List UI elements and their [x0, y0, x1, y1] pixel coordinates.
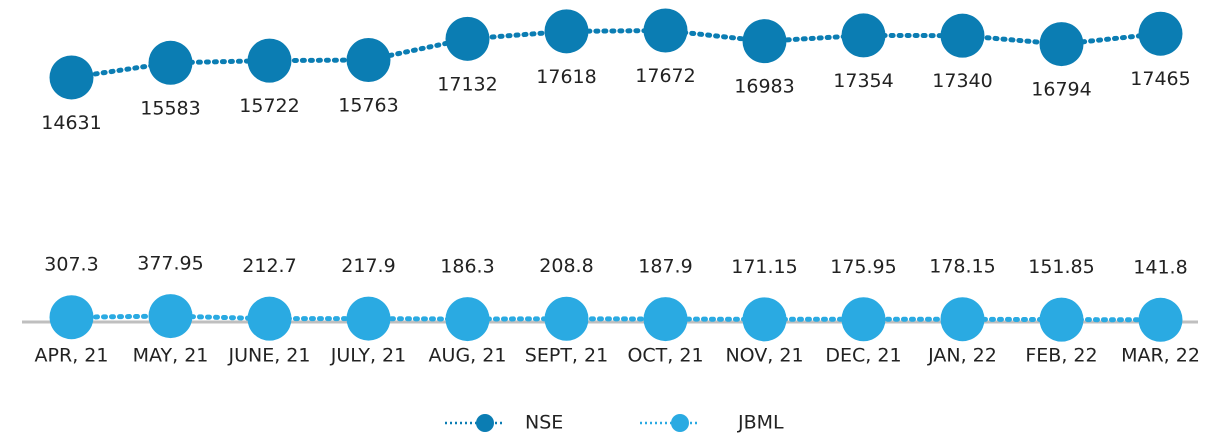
legend-marker: [671, 414, 689, 432]
point: [49, 55, 94, 100]
data-label: 14631: [41, 112, 101, 134]
x-tick-label: MAR, 22: [1121, 345, 1200, 367]
x-tick-label: MAY, 21: [133, 345, 209, 367]
x-tick-label: APR, 21: [35, 345, 109, 367]
point: [445, 297, 490, 342]
point: [445, 16, 490, 61]
point: [643, 8, 688, 53]
point: [1039, 297, 1084, 342]
x-tick-label: AUG, 21: [429, 345, 507, 367]
data-label: 16983: [734, 76, 794, 98]
point: [940, 13, 985, 58]
x-tick-label: DEC, 21: [825, 345, 901, 367]
point: [742, 19, 787, 64]
x-tick-label: JUNE, 21: [228, 345, 311, 367]
data-label: 17618: [536, 66, 596, 88]
x-tick-label: JAN, 22: [927, 345, 997, 367]
data-label: 17340: [932, 70, 992, 92]
x-tick-label: JULY, 21: [330, 345, 406, 367]
data-label: 17672: [635, 65, 695, 87]
data-label: 175.95: [830, 256, 896, 278]
data-label: 16794: [1031, 79, 1091, 101]
x-tick-label: OCT, 21: [627, 345, 703, 367]
legend-marker: [476, 414, 494, 432]
legend-label: NSE: [525, 412, 563, 434]
x-tick-label: FEB, 22: [1025, 345, 1097, 367]
data-label: 186.3: [440, 256, 494, 278]
point: [544, 296, 589, 341]
data-label: 17132: [437, 73, 497, 95]
series-line: [69, 28, 1163, 80]
point: [346, 296, 391, 341]
legend-label: JBML: [737, 412, 784, 434]
data-label: 377.95: [137, 253, 203, 275]
point: [841, 297, 886, 342]
point: [1138, 11, 1183, 56]
data-label: 151.85: [1028, 256, 1094, 278]
point: [148, 294, 193, 339]
point: [841, 13, 886, 58]
point: [643, 297, 688, 342]
point: [544, 9, 589, 54]
x-tick-label: NOV, 21: [725, 345, 803, 367]
data-label: 15722: [239, 95, 299, 117]
point: [1039, 22, 1084, 67]
point: [49, 295, 94, 340]
data-label: 212.7: [242, 255, 296, 277]
data-label: 15763: [338, 94, 398, 116]
point: [148, 40, 193, 85]
data-label: 187.9: [638, 256, 692, 278]
data-label: 171.15: [731, 256, 797, 278]
point: [1138, 297, 1183, 342]
point: [742, 297, 787, 342]
point: [346, 37, 391, 82]
data-label: 217.9: [341, 255, 395, 277]
data-label: 208.8: [539, 255, 593, 277]
data-label: 15583: [140, 97, 200, 119]
x-tick-label: SEPT, 21: [525, 345, 608, 367]
data-label: 141.8: [1133, 256, 1187, 278]
data-label: 17354: [833, 70, 893, 92]
data-label: 17465: [1130, 68, 1190, 90]
data-label: 307.3: [44, 254, 98, 276]
point: [247, 38, 292, 83]
series-line: [69, 313, 1163, 323]
point: [940, 297, 985, 342]
data-label: 178.15: [929, 256, 995, 278]
point: [247, 296, 292, 341]
